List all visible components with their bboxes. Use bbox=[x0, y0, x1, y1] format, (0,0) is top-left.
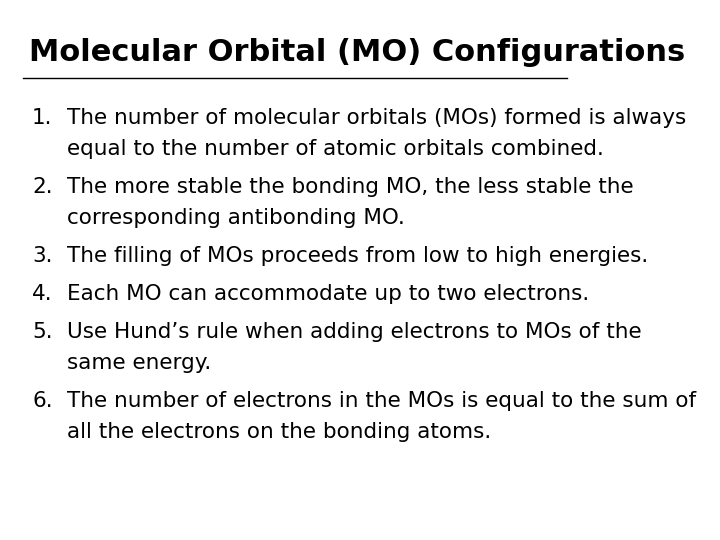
Text: 4.: 4. bbox=[32, 284, 53, 304]
Text: The filling of MOs proceeds from low to high energies.: The filling of MOs proceeds from low to … bbox=[67, 246, 649, 266]
Text: Use Hund’s rule when adding electrons to MOs of the: Use Hund’s rule when adding electrons to… bbox=[67, 322, 642, 342]
Text: 5.: 5. bbox=[32, 322, 53, 342]
Text: The number of molecular orbitals (MOs) formed is always: The number of molecular orbitals (MOs) f… bbox=[67, 108, 686, 128]
Text: 3.: 3. bbox=[32, 246, 53, 266]
Text: same energy.: same energy. bbox=[67, 353, 212, 373]
Text: Each MO can accommodate up to two electrons.: Each MO can accommodate up to two electr… bbox=[67, 284, 590, 304]
Text: The more stable the bonding MO, the less stable the: The more stable the bonding MO, the less… bbox=[67, 177, 634, 197]
Text: equal to the number of atomic orbitals combined.: equal to the number of atomic orbitals c… bbox=[67, 139, 604, 159]
Text: 6.: 6. bbox=[32, 391, 53, 411]
Text: corresponding antibonding MO.: corresponding antibonding MO. bbox=[67, 208, 405, 228]
Text: 2.: 2. bbox=[32, 177, 53, 197]
Text: all the electrons on the bonding atoms.: all the electrons on the bonding atoms. bbox=[67, 422, 492, 442]
Text: 1.: 1. bbox=[32, 108, 53, 128]
Text: The number of electrons in the MOs is equal to the sum of: The number of electrons in the MOs is eq… bbox=[67, 391, 696, 411]
Text: Molecular Orbital (MO) Configurations: Molecular Orbital (MO) Configurations bbox=[30, 38, 685, 67]
